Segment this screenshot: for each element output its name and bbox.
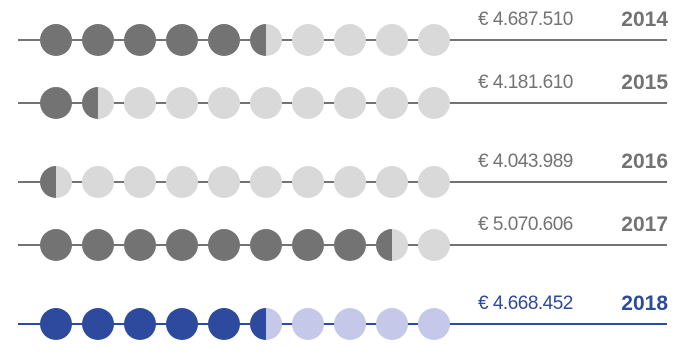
unit-partial — [250, 24, 282, 56]
value-label-2015: € 4.181.610 — [478, 72, 573, 93]
unit-empty — [124, 166, 156, 198]
unit-filled — [124, 308, 156, 340]
unit-partial-filled — [250, 24, 266, 56]
unit-filled — [124, 24, 156, 56]
unit-empty — [418, 87, 450, 119]
value-label-2018: € 4.668.452 — [478, 293, 573, 314]
unit-filled — [250, 229, 282, 261]
unit-filled — [208, 24, 240, 56]
unit-empty — [376, 166, 408, 198]
unit-filled — [208, 229, 240, 261]
unit-empty — [334, 166, 366, 198]
unit-partial-filled — [40, 166, 56, 198]
unit-empty — [166, 87, 198, 119]
row-2014 — [18, 24, 667, 56]
unit-empty — [418, 166, 450, 198]
unit-empty — [334, 87, 366, 119]
unit-partial — [82, 87, 114, 119]
year-label-2018: 2018 — [621, 292, 668, 315]
unit-empty — [334, 24, 366, 56]
unit-empty — [292, 24, 324, 56]
unit-empty — [292, 87, 324, 119]
unit-empty — [124, 87, 156, 119]
unit-partial-filled — [82, 87, 98, 119]
unit-empty — [208, 87, 240, 119]
unit-empty — [292, 166, 324, 198]
unit-filled — [82, 229, 114, 261]
unit-empty — [376, 24, 408, 56]
unit-empty — [250, 87, 282, 119]
unit-filled — [82, 308, 114, 340]
unit-filled — [166, 308, 198, 340]
unit-empty — [418, 229, 450, 261]
unit-empty — [292, 308, 324, 340]
value-label-2017: € 5.070.606 — [478, 214, 573, 235]
unit-empty — [376, 87, 408, 119]
row-2017 — [18, 229, 667, 261]
unit-empty — [82, 166, 114, 198]
unit-empty — [376, 308, 408, 340]
unit-empty — [418, 308, 450, 340]
row-2018 — [18, 308, 667, 340]
unit-partial-filled — [250, 308, 266, 340]
unit-empty — [166, 166, 198, 198]
value-label-2014: € 4.687.510 — [478, 9, 573, 30]
value-label-2016: € 4.043.989 — [478, 151, 573, 172]
unit-filled — [292, 229, 324, 261]
unit-empty — [250, 166, 282, 198]
year-label-2017: 2017 — [621, 213, 668, 236]
unit-filled — [334, 229, 366, 261]
unit-filled — [40, 24, 72, 56]
unit-filled — [124, 229, 156, 261]
row-2016 — [18, 166, 667, 198]
unit-filled — [166, 229, 198, 261]
unit-filled — [208, 308, 240, 340]
unit-partial-filled — [376, 229, 392, 261]
year-label-2014: 2014 — [621, 8, 668, 31]
unit-filled — [40, 229, 72, 261]
unit-filled — [166, 24, 198, 56]
unit-filled — [82, 24, 114, 56]
unit-partial — [250, 308, 282, 340]
year-label-2016: 2016 — [621, 150, 668, 173]
unit-filled — [40, 308, 72, 340]
unit-partial — [376, 229, 408, 261]
unit-filled — [40, 87, 72, 119]
row-2015 — [18, 87, 667, 119]
unit-empty — [208, 166, 240, 198]
year-label-2015: 2015 — [621, 71, 668, 94]
unit-empty — [334, 308, 366, 340]
unit-partial — [40, 166, 72, 198]
unit-empty — [418, 24, 450, 56]
